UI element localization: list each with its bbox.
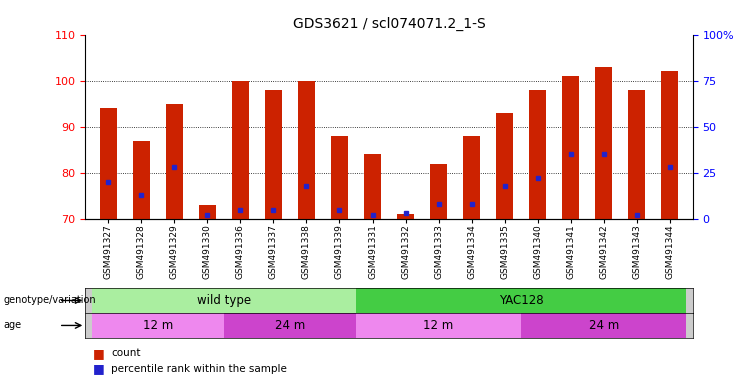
Text: ■: ■ (93, 362, 104, 375)
Bar (224, 313, 356, 338)
Text: 12 m: 12 m (143, 319, 173, 332)
Text: percentile rank within the sample: percentile rank within the sample (111, 364, 287, 374)
Bar (529, 90, 546, 219)
Bar (521, 313, 686, 338)
Bar (562, 76, 579, 219)
Bar (92, 288, 356, 313)
Bar (298, 81, 315, 219)
Text: count: count (111, 348, 141, 358)
Text: 12 m: 12 m (423, 319, 453, 332)
Text: 24 m: 24 m (588, 319, 619, 332)
Bar (356, 313, 521, 338)
Title: GDS3621 / scl074071.2_1-S: GDS3621 / scl074071.2_1-S (293, 17, 485, 31)
Text: ■: ■ (93, 347, 104, 360)
Text: genotype/variation: genotype/variation (4, 295, 96, 306)
Bar (463, 136, 480, 219)
Bar (496, 113, 513, 219)
Bar (100, 108, 116, 219)
Bar (265, 90, 282, 219)
Bar (662, 71, 678, 219)
Bar (92, 313, 224, 338)
Bar (431, 164, 447, 219)
Bar (596, 67, 612, 219)
Text: YAC128: YAC128 (499, 294, 543, 307)
Bar (133, 141, 150, 219)
Bar (199, 205, 216, 219)
Bar (365, 154, 381, 219)
Text: age: age (4, 320, 21, 331)
Bar (331, 136, 348, 219)
Bar (166, 104, 182, 219)
Bar (232, 81, 249, 219)
Text: 24 m: 24 m (275, 319, 305, 332)
Bar (356, 288, 686, 313)
Bar (397, 214, 413, 219)
Text: wild type: wild type (197, 294, 251, 307)
Bar (628, 90, 645, 219)
